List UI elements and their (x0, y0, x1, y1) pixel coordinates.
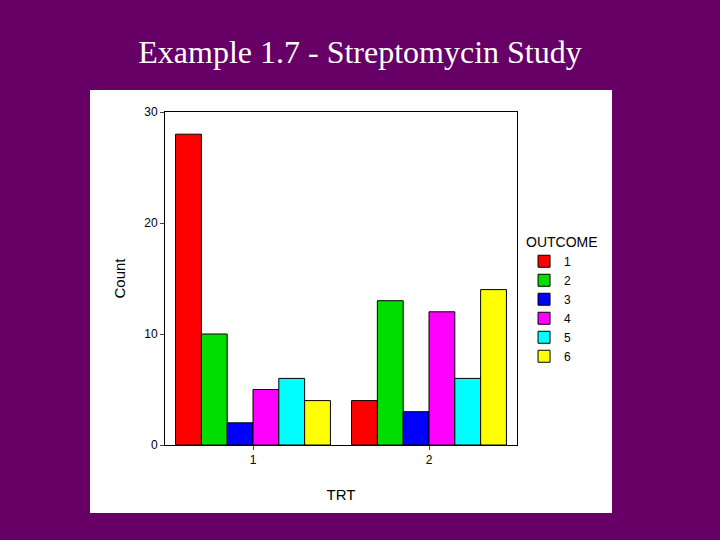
svg-text:3: 3 (564, 293, 571, 307)
svg-text:4: 4 (564, 312, 571, 326)
svg-text:2: 2 (426, 453, 433, 467)
html-text:Example 1.7 - Streptomycin Stu: Example 1.7 - Streptomycin Study (138, 34, 582, 70)
svg-text:30: 30 (144, 105, 158, 119)
svg-text:OUTCOME: OUTCOME (526, 234, 598, 250)
svg-text:6: 6 (564, 350, 571, 364)
svg-text:1: 1 (564, 255, 571, 269)
svg-text:Count: Count (111, 258, 128, 299)
svg-text:20: 20 (144, 216, 158, 230)
svg-text:0: 0 (151, 438, 158, 452)
svg-text:5: 5 (564, 331, 571, 345)
svg-text:TRT: TRT (327, 486, 356, 503)
svg-text:2: 2 (564, 274, 571, 288)
svg-text:1: 1 (250, 453, 257, 467)
svg-text:10: 10 (144, 327, 158, 341)
